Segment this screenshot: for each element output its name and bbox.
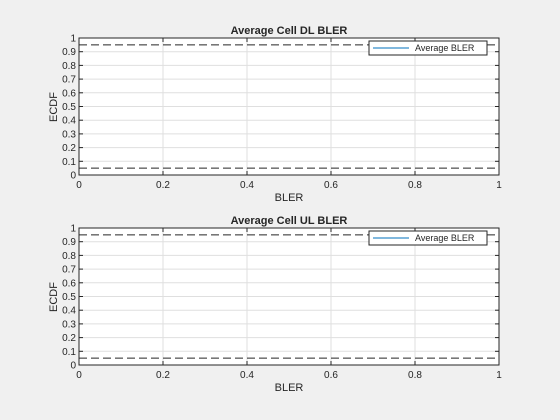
y-tick-label: 0.5 — [62, 102, 76, 113]
legend-box — [368, 230, 488, 246]
y-tick-label: 0.6 — [62, 88, 76, 99]
x-tick-label: 0.6 — [324, 370, 338, 381]
x-tick-label: 0.6 — [324, 180, 338, 191]
y-tick-label: 1 — [70, 34, 76, 45]
legend-label: Average BLER — [415, 233, 475, 243]
y-tick-label: 0.4 — [62, 306, 76, 317]
y-tick-label: 0.4 — [62, 116, 76, 127]
y-tick-label: 0.2 — [62, 333, 76, 344]
y-tick-label: 0.7 — [62, 265, 76, 276]
y-tick-label: 0.2 — [62, 143, 76, 154]
x-tick-label: 1 — [496, 370, 502, 381]
chart-title: Average Cell DL BLER — [231, 25, 348, 37]
x-tick-label: 0.8 — [408, 180, 422, 191]
x-tick-label: 0.4 — [240, 180, 254, 191]
y-tick-label: 0.7 — [62, 75, 76, 86]
y-axis-label: ECDF — [48, 92, 60, 122]
y-tick-label: 0.3 — [62, 319, 76, 330]
x-tick-label: 0.2 — [156, 180, 170, 191]
x-tick-label: 0.2 — [156, 370, 170, 381]
legend-box — [368, 40, 488, 56]
y-tick-label: 0.1 — [62, 347, 76, 358]
legend[interactable]: Average BLER — [368, 40, 488, 56]
x-tick-label: 1 — [496, 180, 502, 191]
y-tick-label: 0.5 — [62, 292, 76, 303]
y-tick-label: 0.8 — [62, 251, 76, 262]
y-tick-label: 0.9 — [62, 237, 76, 248]
y-tick-label: 0.1 — [62, 157, 76, 168]
y-tick-label: 1 — [70, 224, 76, 235]
y-tick-label: 0 — [70, 171, 76, 182]
x-axis-label: BLER — [275, 192, 304, 204]
axes-dl-bler[interactable]: Average Cell DL BLER BLER ECDF 0 0.2 0.4 0.… — [48, 25, 502, 204]
legend[interactable]: Average BLER — [368, 230, 488, 246]
legend-label: Average BLER — [415, 43, 475, 53]
y-tick-label: 0.6 — [62, 278, 76, 289]
y-tick-label: 0 — [70, 361, 76, 372]
chart-title: Average Cell UL BLER — [231, 215, 348, 227]
x-axis-label: BLER — [275, 382, 304, 394]
y-tick-label: 0.8 — [62, 61, 76, 72]
y-tick-label: 0.3 — [62, 129, 76, 140]
axes-ul-bler[interactable]: Average Cell UL BLER BLER ECDF 0 0.2 0.4 0.… — [48, 215, 502, 394]
y-axis-label: ECDF — [48, 282, 60, 312]
x-tick-label: 0.8 — [408, 370, 422, 381]
x-tick-label: 0 — [76, 180, 82, 191]
x-tick-label: 0 — [76, 370, 82, 381]
y-tick-label: 0.9 — [62, 47, 76, 58]
x-tick-label: 0.4 — [240, 370, 254, 381]
